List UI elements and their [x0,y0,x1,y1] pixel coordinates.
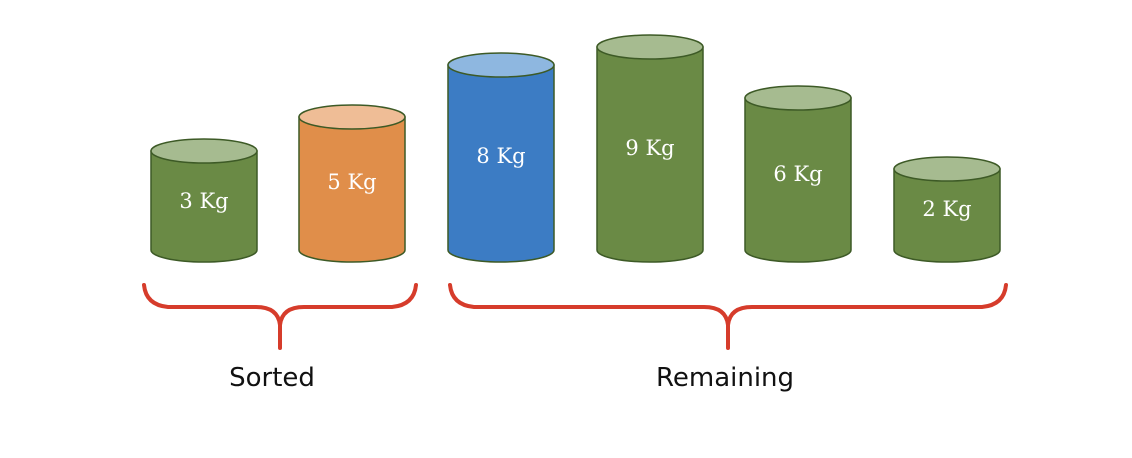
sorted-brace [142,283,418,350]
sorted-label: Sorted [229,363,315,393]
cylinder-top [298,104,406,130]
cylinder-3kg: 3 Kg [150,138,258,263]
cylinder-8kg: 8 Kg [447,52,555,263]
cylinder-top [596,34,704,60]
weight-label: 6 Kg [773,162,822,186]
cylinder-top [447,52,555,78]
cylinder-body [596,46,704,263]
cylinder-5kg: 5 Kg [298,104,406,263]
remaining-brace [448,283,1008,350]
cylinder-6kg: 6 Kg [744,85,852,263]
cylinder-top [744,85,852,111]
weight-cylinders: 3 Kg 5 Kg 8 Kg 9 Kg 6 Kg 2 Kg [150,34,1001,263]
weight-label: 9 Kg [625,136,674,160]
cylinder-body [298,116,406,263]
weight-label: 8 Kg [476,144,525,168]
weight-label: 2 Kg [922,197,971,221]
weight-label: 5 Kg [327,170,376,194]
cylinder-top [150,138,258,164]
cylinder-9kg: 9 Kg [596,34,704,263]
cylinder-body [893,168,1001,263]
cylinder-body [447,64,555,263]
cylinder-body [150,150,258,263]
cylinder-top [893,156,1001,182]
cylinder-2kg: 2 Kg [893,156,1001,263]
remaining-label: Remaining [656,363,794,393]
weight-label: 3 Kg [179,189,228,213]
cylinder-body [744,97,852,263]
